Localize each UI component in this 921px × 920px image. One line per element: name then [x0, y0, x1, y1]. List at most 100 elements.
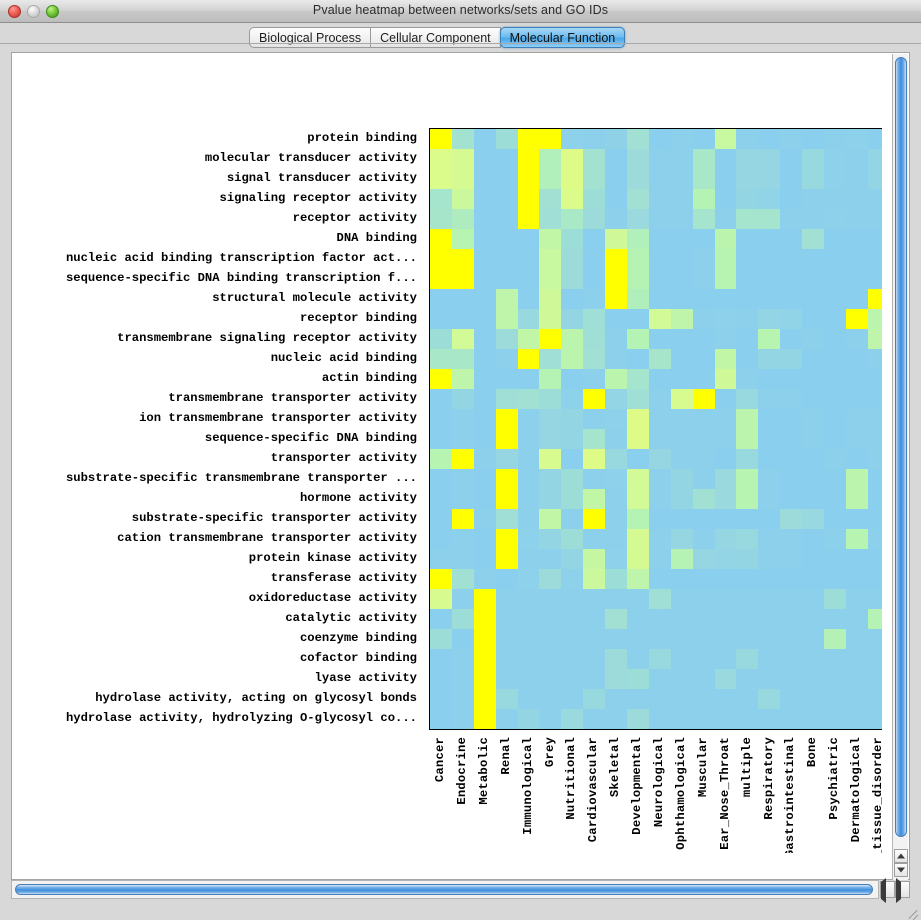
heatmap-cell[interactable]	[867, 309, 882, 329]
heatmap-cell[interactable]	[430, 149, 452, 169]
heatmap-cell[interactable]	[583, 609, 606, 629]
heatmap-cell[interactable]	[824, 189, 846, 209]
heatmap-cell[interactable]	[451, 409, 474, 429]
heatmap-cell[interactable]	[430, 409, 452, 429]
heatmap-cell[interactable]	[714, 449, 737, 469]
heatmap-cell[interactable]	[758, 249, 781, 269]
heatmap-cell[interactable]	[430, 129, 452, 149]
heatmap-cell[interactable]	[539, 409, 562, 429]
heatmap-cell[interactable]	[758, 369, 781, 389]
heatmap-cell[interactable]	[802, 229, 825, 249]
heatmap-cell[interactable]	[517, 229, 540, 249]
heatmap-cell[interactable]	[758, 329, 781, 349]
heatmap-cell[interactable]	[583, 709, 606, 729]
heatmap-cell[interactable]	[670, 209, 693, 229]
heatmap-cell[interactable]	[451, 609, 474, 629]
heatmap-cell[interactable]	[845, 509, 868, 529]
heatmap-cell[interactable]	[714, 589, 737, 609]
heatmap-cell[interactable]	[802, 449, 825, 469]
vertical-scrollbar[interactable]	[892, 54, 908, 880]
heatmap-cell[interactable]	[605, 709, 628, 729]
scroll-right-button[interactable]	[895, 878, 910, 903]
heatmap-cell[interactable]	[473, 169, 496, 189]
heatmap-cell[interactable]	[780, 549, 803, 569]
heatmap-cell[interactable]	[802, 409, 825, 429]
heatmap-cell[interactable]	[648, 149, 671, 169]
heatmap-cell[interactable]	[802, 189, 825, 209]
heatmap-cell[interactable]	[495, 489, 518, 509]
heatmap-cell[interactable]	[802, 289, 825, 309]
heatmap-cell[interactable]	[736, 629, 759, 649]
heatmap-cell[interactable]	[845, 469, 868, 489]
heatmap-cell[interactable]	[867, 229, 882, 249]
heatmap-cell[interactable]	[561, 629, 584, 649]
heatmap-cell[interactable]	[473, 609, 496, 629]
heatmap-cell[interactable]	[648, 429, 671, 449]
heatmap-cell[interactable]	[648, 669, 671, 689]
heatmap-cell[interactable]	[473, 269, 496, 289]
heatmap-cell[interactable]	[758, 269, 781, 289]
heatmap-cell[interactable]	[867, 489, 882, 509]
heatmap-cell[interactable]	[736, 409, 759, 429]
heatmap-cell[interactable]	[561, 609, 584, 629]
heatmap-cell[interactable]	[670, 569, 693, 589]
heatmap-cell[interactable]	[736, 149, 759, 169]
heatmap-cell[interactable]	[824, 309, 846, 329]
heatmap-cell[interactable]	[824, 649, 846, 669]
heatmap-cell[interactable]	[758, 629, 781, 649]
heatmap-cell[interactable]	[627, 469, 649, 489]
heatmap-cell[interactable]	[451, 449, 474, 469]
heatmap-cell[interactable]	[802, 509, 825, 529]
heatmap-cell[interactable]	[430, 489, 452, 509]
heatmap-cell[interactable]	[430, 609, 452, 629]
heatmap-cell[interactable]	[583, 349, 606, 369]
heatmap-cell[interactable]	[802, 209, 825, 229]
heatmap-cell[interactable]	[605, 229, 628, 249]
heatmap-cell[interactable]	[670, 449, 693, 469]
heatmap-cell[interactable]	[648, 369, 671, 389]
heatmap-cell[interactable]	[714, 309, 737, 329]
heatmap-cell[interactable]	[648, 289, 671, 309]
heatmap-cell[interactable]	[780, 509, 803, 529]
heatmap-cell[interactable]	[627, 589, 649, 609]
heatmap-cell[interactable]	[583, 469, 606, 489]
heatmap-cell[interactable]	[780, 349, 803, 369]
heatmap-cell[interactable]	[780, 629, 803, 649]
heatmap-cell[interactable]	[605, 609, 628, 629]
heatmap-cell[interactable]	[517, 529, 540, 549]
heatmap-cell[interactable]	[780, 529, 803, 549]
heatmap-cell[interactable]	[758, 489, 781, 509]
heatmap-cell[interactable]	[692, 429, 715, 449]
heatmap-cell[interactable]	[758, 609, 781, 629]
heatmap-cell[interactable]	[714, 149, 737, 169]
heatmap-cell[interactable]	[451, 289, 474, 309]
heatmap-cell[interactable]	[627, 389, 649, 409]
heatmap-cell[interactable]	[648, 229, 671, 249]
heatmap-cell[interactable]	[430, 629, 452, 649]
heatmap-cell[interactable]	[605, 569, 628, 589]
heatmap-cell[interactable]	[605, 409, 628, 429]
heatmap-cell[interactable]	[780, 129, 803, 149]
heatmap-cell[interactable]	[802, 469, 825, 489]
heatmap-cell[interactable]	[867, 189, 882, 209]
heatmap-cell[interactable]	[430, 169, 452, 189]
heatmap-cell[interactable]	[692, 349, 715, 369]
heatmap-cell[interactable]	[561, 529, 584, 549]
heatmap-cell[interactable]	[845, 409, 868, 429]
heatmap-cell[interactable]	[495, 709, 518, 729]
heatmap-cell[interactable]	[627, 509, 649, 529]
heatmap-cell[interactable]	[648, 389, 671, 409]
heatmap-cell[interactable]	[780, 469, 803, 489]
heatmap-cell[interactable]	[451, 149, 474, 169]
heatmap-cell[interactable]	[714, 189, 737, 209]
heatmap-cell[interactable]	[473, 329, 496, 349]
heatmap-cell[interactable]	[648, 489, 671, 509]
heatmap-cell[interactable]	[583, 589, 606, 609]
heatmap-cell[interactable]	[670, 429, 693, 449]
heatmap-cell[interactable]	[561, 129, 584, 149]
heatmap-cell[interactable]	[758, 209, 781, 229]
heatmap-cell[interactable]	[758, 529, 781, 549]
heatmap-cell[interactable]	[473, 189, 496, 209]
heatmap-cell[interactable]	[758, 149, 781, 169]
heatmap-cell[interactable]	[670, 469, 693, 489]
